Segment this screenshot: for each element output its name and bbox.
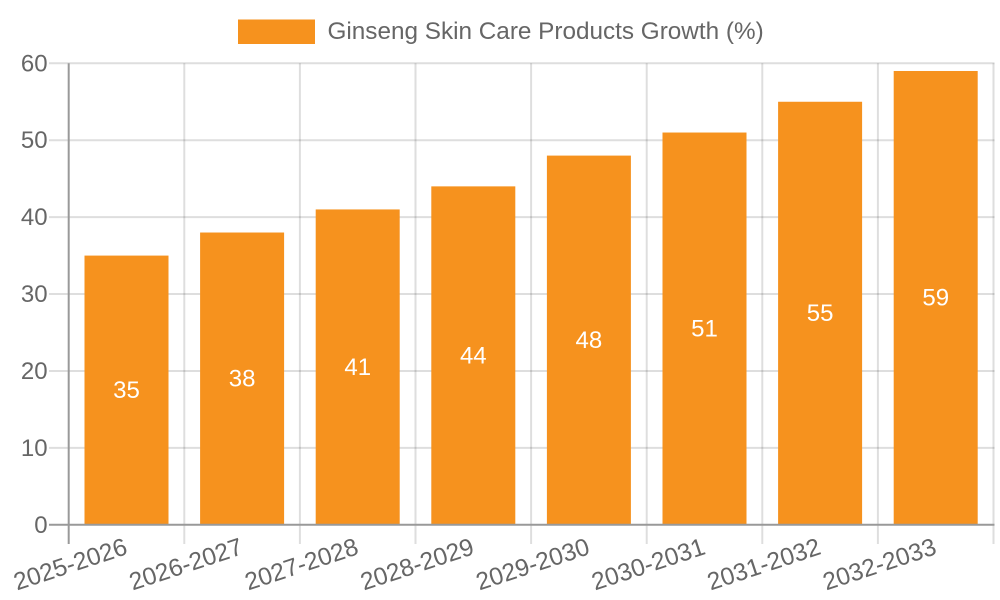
svg-text:30: 30: [21, 281, 48, 308]
svg-text:20: 20: [21, 358, 48, 385]
svg-text:40: 40: [21, 204, 48, 231]
svg-text:35: 35: [113, 377, 140, 404]
svg-text:Ginseng Skin Care Products Gro: Ginseng Skin Care Products Growth (%): [328, 18, 764, 45]
svg-text:48: 48: [576, 327, 603, 354]
svg-text:59: 59: [922, 285, 949, 312]
svg-text:50: 50: [21, 127, 48, 154]
svg-text:41: 41: [344, 354, 371, 381]
svg-text:38: 38: [229, 366, 256, 393]
svg-text:55: 55: [807, 300, 834, 327]
svg-text:60: 60: [21, 50, 48, 77]
svg-text:0: 0: [34, 512, 47, 539]
svg-text:51: 51: [691, 316, 718, 343]
svg-text:10: 10: [21, 435, 48, 462]
svg-text:44: 44: [460, 342, 487, 369]
